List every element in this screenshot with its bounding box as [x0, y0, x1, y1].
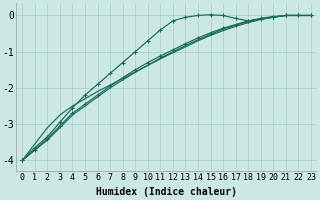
X-axis label: Humidex (Indice chaleur): Humidex (Indice chaleur)	[96, 187, 237, 197]
